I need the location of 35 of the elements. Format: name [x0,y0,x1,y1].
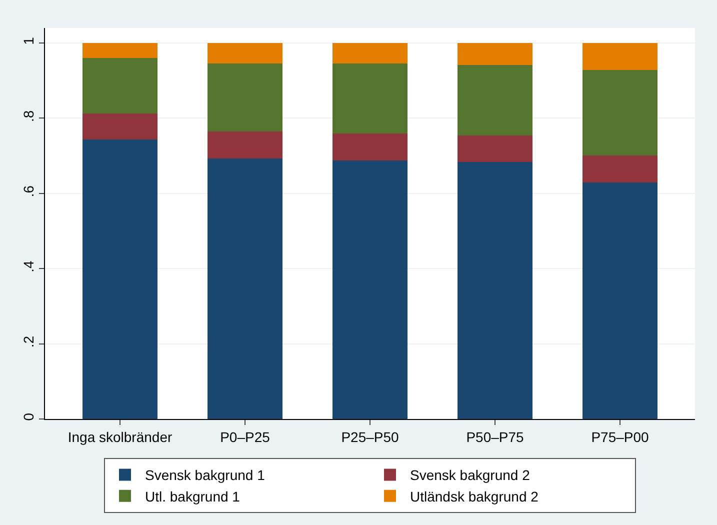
bar [582,182,658,419]
y-tick-label: 0 [20,412,36,421]
bar [332,133,408,160]
legend-label: Utländsk bakgrund 2 [410,488,539,504]
legend-label: Svensk bakgrund 1 [145,467,266,484]
bar [208,131,282,158]
bar [332,160,408,419]
legend-label: Svensk bakgrund 2 [410,467,530,484]
bar [458,43,532,65]
bar [458,136,532,162]
bar [82,43,158,58]
x-tick-label: P75–P00 [591,428,650,445]
y-tick-label: 1 [20,36,36,45]
bar [332,43,408,64]
x-tick-label: P50–P75 [466,428,524,445]
bar [458,64,532,136]
x-tick-label: Inga skolbränder [68,428,172,445]
bar [208,158,282,419]
bar [582,155,658,183]
y-tick-label: .4 [20,260,36,272]
bar [582,70,658,156]
y-tick-label: .6 [20,185,36,198]
legend-label: Utl. bakgrund 1 [145,488,240,504]
bar [82,113,158,140]
bar [82,58,158,114]
y-tick-label: .2 [20,336,36,348]
x-tick-label: P0–P25 [220,428,270,445]
y-tick-label: .8 [20,110,36,122]
x-tick-label: P25–P50 [341,428,400,445]
bar [458,162,532,419]
bar [332,64,408,134]
bar [208,64,282,132]
bar [82,140,158,419]
bar [208,43,282,64]
bar [582,43,658,70]
